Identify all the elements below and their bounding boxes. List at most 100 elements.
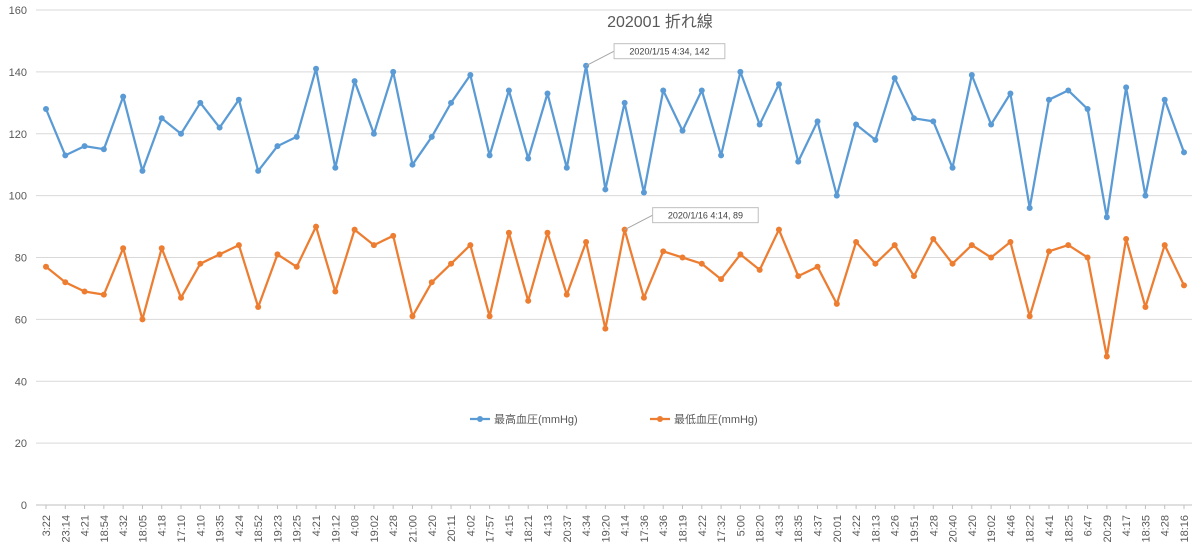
data-point [216, 124, 223, 131]
data-point [814, 263, 821, 270]
data-point [968, 242, 975, 249]
data-point [448, 260, 455, 267]
data-point [139, 167, 146, 174]
data-point [467, 242, 474, 249]
data-point [679, 127, 686, 134]
legend-swatch-marker [477, 416, 483, 422]
data-point [775, 81, 782, 88]
legend-item: 最低血圧(mmHg) [650, 412, 758, 426]
x-tick-label: 4:28 [388, 515, 400, 536]
x-tick-label: 19:02 [369, 515, 381, 543]
x-tick-label: 18:52 [253, 515, 265, 543]
data-point [563, 164, 570, 171]
data-point [1161, 242, 1168, 249]
x-tick-label: 4:34 [581, 515, 593, 536]
y-tick-label: 60 [15, 314, 27, 326]
data-point [409, 161, 416, 168]
x-tick-label: 4:13 [542, 515, 554, 536]
callout-leader [624, 214, 653, 231]
data-point [1181, 282, 1187, 289]
data-point [544, 229, 551, 236]
data-point [698, 87, 705, 94]
data-point [1007, 90, 1014, 97]
y-tick-label: 140 [9, 67, 27, 79]
x-tick-label: 4:41 [1044, 515, 1056, 536]
x-tick-label: 18:21 [523, 515, 535, 543]
data-point [120, 93, 127, 100]
data-point [1045, 96, 1052, 103]
data-point [1103, 214, 1110, 221]
x-tick-label: 4:22 [697, 515, 709, 536]
data-point [1103, 353, 1110, 360]
data-point [505, 87, 512, 94]
x-tick-label: 4:32 [118, 515, 130, 536]
legend-swatch-marker [657, 416, 663, 422]
data-point [640, 294, 647, 301]
x-tick-label: 4:21 [80, 515, 92, 536]
data-point [1065, 242, 1072, 249]
data-point [833, 192, 840, 199]
x-axis-tick-labels: 3:22 23:14 4:21 18:54 4:32 18:05 4:18 17:10 4:10… [41, 505, 1191, 543]
data-point [795, 158, 802, 165]
data-point [602, 325, 609, 332]
chart-title: 202001 折れ線 [607, 13, 713, 31]
data-point [428, 279, 435, 286]
x-tick-label: 18:13 [870, 515, 882, 543]
data-point [853, 239, 860, 246]
data-point [660, 87, 667, 94]
data-point [718, 276, 725, 283]
data-point [216, 251, 223, 258]
data-point [43, 106, 49, 112]
x-tick-label: 4:20 [967, 515, 979, 536]
data-callout: 2020/1/15 4:34, 142 [585, 43, 726, 67]
data-point [621, 99, 628, 106]
data-point [428, 133, 435, 140]
x-tick-label: 20:40 [948, 515, 960, 543]
data-point [139, 316, 146, 323]
data-point [486, 152, 493, 159]
data-point [197, 99, 204, 106]
x-tick-label: 18:19 [678, 515, 690, 543]
data-point [891, 75, 898, 82]
x-tick-label: 19:23 [272, 515, 284, 543]
x-tick-label: 3:22 [41, 515, 53, 536]
data-point [370, 130, 377, 137]
legend: 最高血圧(mmHg) 最低血圧(mmHg) [470, 412, 758, 426]
data-point [930, 118, 937, 125]
data-point [1007, 239, 1014, 246]
data-point [525, 155, 532, 162]
x-tick-label: 4:36 [658, 515, 670, 536]
x-tick-label: 4:18 [157, 515, 169, 536]
data-point [602, 186, 609, 193]
x-tick-label: 18:22 [1025, 515, 1037, 543]
x-tick-label: 4:08 [350, 515, 362, 536]
y-tick-label: 120 [9, 129, 27, 141]
x-tick-label: 4:24 [234, 515, 246, 536]
x-tick-label: 20:29 [1102, 515, 1114, 543]
data-point [62, 279, 69, 286]
data-point [756, 121, 763, 128]
data-point [332, 288, 339, 295]
x-tick-label: 17:32 [716, 515, 728, 543]
y-axis-tick-labels: 0 20 40 60 80 100 120 140 160 [9, 5, 27, 512]
y-tick-label: 160 [9, 5, 27, 17]
data-point [505, 229, 512, 236]
data-point [833, 300, 840, 307]
x-tick-label: 4:15 [504, 515, 516, 536]
data-point [370, 242, 377, 249]
x-tick-label: 18:54 [99, 515, 111, 543]
callout-leader [585, 50, 615, 67]
data-point [1045, 248, 1052, 255]
data-point [988, 121, 995, 128]
series-line [45, 225, 1186, 358]
data-point [949, 164, 956, 171]
data-point [332, 164, 339, 171]
data-point [390, 232, 397, 239]
data-point [795, 273, 802, 280]
data-point [100, 146, 107, 153]
x-tick-label: 18:35 [793, 515, 805, 543]
y-tick-label: 100 [9, 191, 27, 203]
data-point [544, 90, 551, 97]
legend-label: 最低血圧(mmHg) [674, 412, 758, 426]
x-tick-label: 4:28 [1160, 515, 1172, 536]
